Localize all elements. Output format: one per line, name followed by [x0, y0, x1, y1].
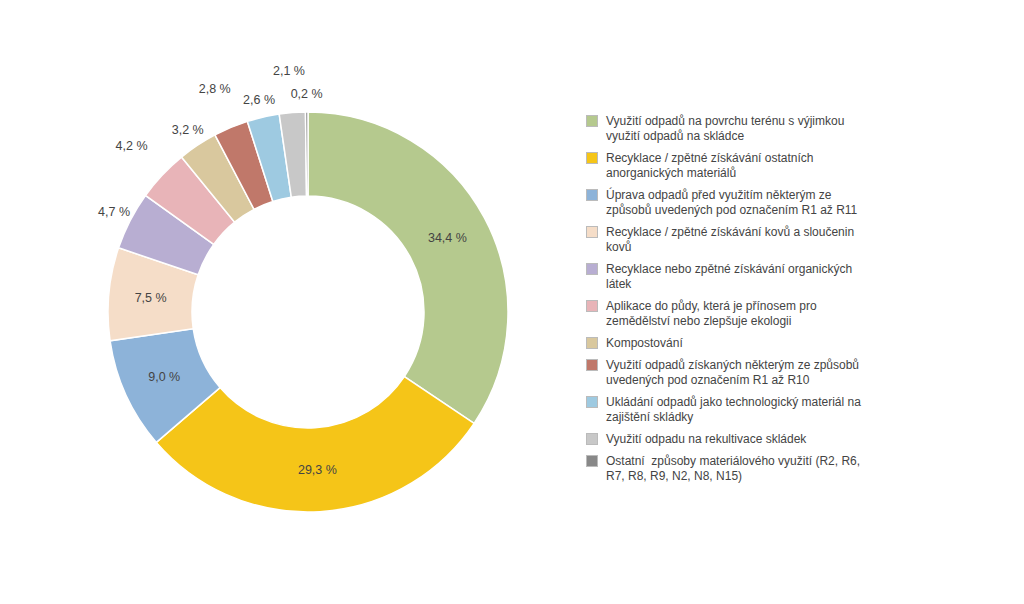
html-text:kovů: kovů: [606, 239, 632, 254]
html-text:zemědělství nebo zlepšuje ekol: zemědělství nebo zlepšuje ekologii: [606, 313, 792, 328]
html-text:látek: látek: [606, 276, 632, 291]
html-text:Úprava odpadů před využitím ně: Úprava odpadů před využitím některým ze: [606, 187, 832, 202]
html-text:Využití odpadů na povrchu teré: Využití odpadů na povrchu terénu s výjim…: [606, 113, 845, 128]
svg-text:9,0 %: 9,0 %: [148, 370, 180, 384]
svg-text:2,1 %: 2,1 %: [273, 64, 305, 78]
svg-text:4,2 %: 4,2 %: [116, 139, 148, 153]
html-text:využití odpadů na skládce: využití odpadů na skládce: [606, 128, 745, 143]
html-text:Ukládání odpadů jako technolog: Ukládání odpadů jako technologický mater…: [606, 394, 861, 409]
svg-text:4,7 %: 4,7 %: [98, 205, 130, 219]
html-text:Recyklace / zpětné získávání o: Recyklace / zpětné získávání ostatních: [606, 150, 814, 165]
svg-text:7,5 %: 7,5 %: [135, 291, 167, 305]
svg-text:0,2 %: 0,2 %: [291, 87, 323, 101]
html-text:Ostatní způsoby materiálového: Ostatní způsoby materiálového využití (R…: [606, 453, 861, 468]
html-text:uvedených pod označením R1 až: uvedených pod označením R1 až R10: [606, 372, 810, 387]
html-text:Kompostování: Kompostování: [606, 335, 683, 350]
svg-text:2,8 %: 2,8 %: [199, 82, 231, 96]
svg-text:29,3 %: 29,3 %: [298, 463, 337, 477]
svg-text:3,2 %: 3,2 %: [172, 123, 204, 137]
html-text:zajištění skládky: zajištění skládky: [606, 409, 694, 424]
html-text:Využití odpadů získaných někte: Využití odpadů získaných některým ze způ…: [606, 357, 859, 372]
html-text:způsobů uvedených pod označení: způsobů uvedených pod označením R1 až R1…: [606, 202, 858, 217]
html-text:Aplikace do půdy, která je pří: Aplikace do půdy, která je přínosem pro: [606, 298, 817, 313]
svg-text:34,4 %: 34,4 %: [428, 231, 467, 245]
html-text:R7, R8, R9, N2, N8, N15): R7, R8, R9, N2, N8, N15): [606, 468, 743, 483]
html-text:Recyklace nebo zpětné získáván: Recyklace nebo zpětné získávání organick…: [606, 261, 853, 276]
html-text:Využití odpadu na rekultivace: Využití odpadu na rekultivace skládek: [606, 431, 807, 446]
html-text:anorganických materiálů: anorganických materiálů: [606, 165, 737, 180]
html-text:Recyklace / zpětné získávání k: Recyklace / zpětné získávání kovů a slou…: [606, 224, 855, 239]
svg-text:2,6 %: 2,6 %: [243, 93, 275, 107]
